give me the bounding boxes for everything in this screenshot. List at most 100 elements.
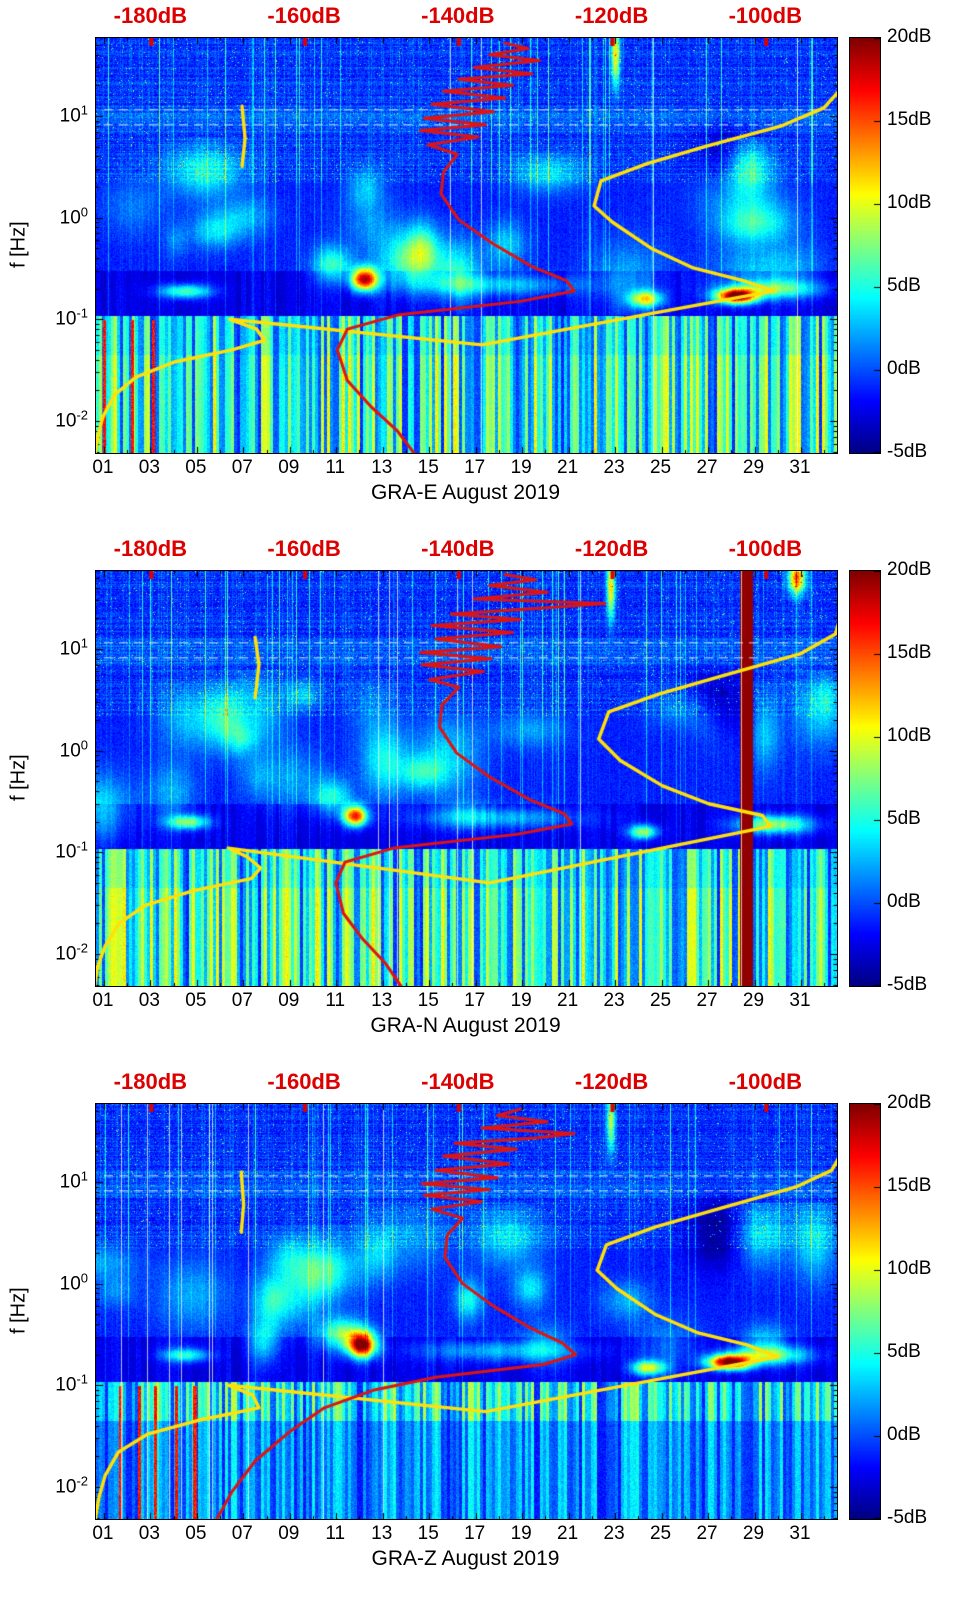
colorbar-tick-label: 0dB — [887, 1424, 921, 1445]
spectrogram-plot — [95, 570, 838, 987]
y-tick-label: 100 — [59, 736, 88, 762]
spectrogram-plot — [95, 1103, 838, 1520]
x-tick-label: 17 — [464, 1523, 486, 1544]
panel-gra-n: -180dB -160dB -140dB -120dB -100dB f [Hz] 10… — [0, 533, 962, 1066]
y-tick-label: 100 — [59, 203, 88, 229]
top-axis-label: -100dB — [728, 536, 802, 561]
chart-title: GRA-Z August 2019 — [371, 1547, 560, 1570]
x-tick-label: 07 — [231, 990, 253, 1011]
y-tick-label: 101 — [59, 102, 88, 127]
x-tick-label: 01 — [92, 990, 114, 1011]
top-axis-label: -160dB — [267, 536, 341, 561]
colorbar-tick-label: 5dB — [887, 808, 921, 829]
x-tick-label: 13 — [371, 1523, 393, 1544]
x-tick-label: 31 — [789, 1523, 811, 1544]
x-tick-label: 17 — [464, 457, 486, 478]
x-tick-label: 23 — [603, 990, 625, 1011]
top-axis-label: -140dB — [421, 1069, 495, 1094]
colorbar-tick-label: 0dB — [887, 358, 921, 379]
x-tick-label: 13 — [371, 457, 393, 478]
x-tick-label: 05 — [185, 457, 207, 478]
x-tick-label: 29 — [742, 1523, 765, 1544]
chart-title: GRA-E August 2019 — [370, 481, 561, 504]
x-tick-label: 15 — [417, 990, 439, 1011]
top-axis-label: -100dB — [728, 3, 802, 28]
x-tick-label: 23 — [603, 1523, 625, 1544]
panel-gra-e: -180dB -160dB -140dB -120dB -100dB f [Hz] 10… — [0, 0, 962, 533]
x-tick-label: 25 — [649, 990, 672, 1011]
spectrogram-plot — [95, 37, 838, 454]
y-tick-label: 100 — [59, 1269, 88, 1295]
x-tick-label: 05 — [185, 1523, 207, 1544]
x-tick-label: 21 — [557, 457, 579, 478]
y-tick-label: 101 — [59, 635, 88, 660]
colorbar — [849, 570, 881, 987]
x-tick-label: 21 — [557, 1523, 579, 1544]
top-axis-label: -180dB — [113, 536, 188, 561]
top-axis-label: -140dB — [421, 3, 495, 28]
x-tick-label: 29 — [742, 457, 765, 478]
x-tick-label: 17 — [464, 990, 486, 1011]
x-tick-label: 15 — [417, 1523, 439, 1544]
x-tick-label: 31 — [789, 990, 811, 1011]
colorbar-tick-label: 10dB — [887, 192, 932, 213]
colorbar-tick-label: 15dB — [887, 109, 932, 130]
x-tick-label: 01 — [92, 1523, 114, 1544]
colorbar — [849, 37, 881, 454]
colorbar-tick-label: -5dB — [887, 974, 928, 995]
y-tick-label: 10-2 — [55, 940, 88, 965]
y-axis-label: f [Hz] — [7, 1287, 30, 1334]
y-axis-label: f [Hz] — [7, 221, 30, 268]
colorbar-tick-label: 10dB — [887, 725, 932, 746]
x-tick-label: 03 — [138, 990, 160, 1011]
top-axis-label: -160dB — [267, 3, 341, 28]
x-tick-label: 11 — [325, 990, 346, 1011]
x-tick-label: 09 — [278, 990, 300, 1011]
colorbar-tick-label: 5dB — [887, 275, 921, 296]
top-axis-label: -160dB — [267, 1069, 341, 1094]
y-tick-label: 10-1 — [55, 305, 88, 330]
y-tick-label: 10-1 — [55, 838, 88, 863]
x-tick-label: 31 — [789, 457, 811, 478]
x-tick-label: 29 — [742, 990, 765, 1011]
colorbar-tick-label: 0dB — [887, 891, 921, 912]
top-axis-label: -140dB — [421, 536, 495, 561]
x-tick-label: 27 — [696, 990, 718, 1011]
colorbar-tick-label: 20dB — [887, 559, 932, 580]
x-tick-label: 03 — [138, 1523, 160, 1544]
x-tick-label: 09 — [278, 1523, 300, 1544]
colorbar — [849, 1103, 881, 1520]
x-tick-label: 25 — [649, 457, 672, 478]
colorbar-tick-label: 15dB — [887, 1175, 932, 1196]
x-tick-label: 19 — [510, 1523, 532, 1544]
chart-title: GRA-N August 2019 — [370, 1014, 561, 1037]
colorbar-tick-label: 20dB — [887, 1092, 932, 1113]
colorbar-tick-label: 15dB — [887, 642, 932, 663]
y-axis-label: f [Hz] — [7, 754, 30, 801]
x-tick-label: 11 — [325, 1523, 346, 1544]
top-axis-label: -180dB — [113, 1069, 188, 1094]
x-tick-label: 21 — [557, 990, 579, 1011]
colorbar-tick-label: 10dB — [887, 1258, 932, 1279]
x-tick-label: 15 — [417, 457, 439, 478]
top-axis-label: -120dB — [574, 536, 649, 561]
x-tick-label: 09 — [278, 457, 300, 478]
top-axis-label: -120dB — [574, 3, 649, 28]
x-tick-label: 23 — [603, 457, 625, 478]
x-tick-label: 03 — [138, 457, 160, 478]
colorbar-tick-label: -5dB — [887, 1507, 928, 1528]
x-tick-label: 19 — [510, 990, 532, 1011]
x-tick-label: 05 — [185, 990, 207, 1011]
top-axis-label: -120dB — [574, 1069, 649, 1094]
y-tick-label: 10-2 — [55, 407, 88, 432]
top-axis-label: -180dB — [113, 3, 188, 28]
x-tick-label: 01 — [92, 457, 114, 478]
top-axis-label: -100dB — [728, 1069, 802, 1094]
y-tick-label: 10-1 — [55, 1371, 88, 1396]
x-tick-label: 25 — [649, 1523, 672, 1544]
x-tick-label: 07 — [231, 1523, 253, 1544]
x-tick-label: 27 — [696, 457, 718, 478]
panel-gra-z: -180dB -160dB -140dB -120dB -100dB f [Hz] 10… — [0, 1066, 962, 1599]
colorbar-tick-label: 5dB — [887, 1341, 921, 1362]
